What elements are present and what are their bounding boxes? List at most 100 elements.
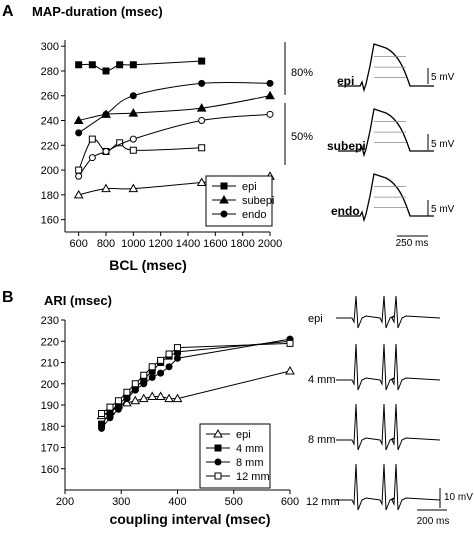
trace-a-label-epi: epi [337,74,354,88]
trace-b-4mm [336,343,441,391]
data-point-series-0 [102,67,110,75]
data-point-series-2 [148,373,156,381]
series-line-1 [101,340,291,425]
data-point-series-0 [164,393,174,403]
x-tick-label: 200 [56,496,74,508]
series-line-2 [101,338,291,429]
data-point-series-1 [128,108,139,117]
trace-b-amplitude-scale: 10 mV [444,492,473,503]
x-tick-label: 1600 [203,238,227,250]
x-tick-label: 300 [112,496,130,508]
y-tick-label: 260 [41,91,59,103]
data-point-series-2 [102,110,110,118]
x-tick-label: 800 [97,238,115,250]
trace-b-label-8mm: 8 mm [308,434,336,446]
trace-a-label-endo: endo [331,204,360,218]
data-point-series-0 [75,61,83,69]
y-tick-label: 240 [41,116,59,128]
series-line-2 [78,81,271,134]
data-point-series-3 [198,144,206,152]
data-point-series-0 [116,61,124,69]
y-tick-label: 220 [41,140,59,152]
trace-b-12mm [336,463,441,511]
data-point-series-3 [106,403,114,411]
data-point-series-1 [73,115,84,125]
data-point-series-5 [196,177,207,186]
data-point-series-0 [88,61,96,69]
traces-panel-b [336,295,447,511]
data-point-series-3 [131,380,139,388]
data-point-series-0 [130,395,141,405]
legend-marker [214,444,222,452]
panel-label-b: B [2,289,14,306]
legend-marker [214,458,222,466]
trace-a-scale-3: 5 mV [431,204,455,215]
legend-marker [220,182,228,190]
y-tick-label: 220 [41,336,59,348]
trace-b-label-12mm: 12 mm [306,496,340,508]
group-label-50: 50% [291,131,313,143]
series-line-0 [78,60,202,72]
trace-b-epi [336,295,441,329]
trace-b-label-epi: epi [308,313,323,325]
chart-a-xlabel: BCL (msec) [109,257,187,273]
x-tick-label: 600 [69,238,87,250]
data-point-series-2 [129,92,137,100]
trace-b-time-scale: 200 ms [417,516,450,527]
trace-endo [338,173,434,223]
data-point-series-4 [266,110,274,118]
trace-epi [338,43,434,93]
x-tick-label: 1800 [230,238,254,250]
chart-b-xlabel: coupling interval (msec) [109,511,270,527]
trace-a-label-subepi: subepi [327,139,366,153]
data-point-series-3 [98,410,106,417]
data-point-series-2 [140,380,148,388]
data-point-series-0 [122,397,132,407]
data-point-series-3 [157,356,165,364]
y-tick-label: 160 [41,464,59,476]
legend-label: 8 mm [236,457,264,469]
data-point-series-1 [196,103,207,112]
data-point-series-2 [114,405,122,413]
data-point-series-4 [129,135,137,143]
chart-a-title: MAP-duration (msec) [32,4,163,19]
traces-panel-a [338,43,434,237]
y-tick-label: 230 [41,315,59,327]
group-label-80: 80% [291,67,313,79]
trace-b-8mm [336,403,441,451]
legend-label: subepi [242,195,274,207]
data-point-series-5 [101,183,111,193]
y-tick-label: 300 [41,41,59,53]
data-point-series-4 [198,117,206,125]
legend-marker [214,472,222,480]
data-point-series-3 [165,350,173,358]
chart-b-title: ARI (msec) [44,293,112,308]
y-tick-label: 180 [41,421,59,433]
data-point-series-0 [147,391,158,400]
trace-a-time-scale: 250 ms [396,238,429,249]
data-point-series-3 [75,166,83,174]
y-tick-label: 200 [41,379,59,391]
x-tick-label: 400 [168,496,186,508]
data-point-series-3 [123,388,131,396]
legend-box [205,175,273,227]
y-tick-label: 170 [41,443,59,455]
trace-a-scale-1: 5 mV [431,72,455,83]
data-point-series-3 [174,344,181,352]
y-tick-label: 210 [41,358,59,370]
data-point-series-0 [198,57,206,65]
data-point-series-3 [129,146,137,154]
panel-label-a: A [2,3,14,20]
legend-label: 4 mm [236,443,264,455]
x-tick-label: 1200 [148,238,172,250]
data-point-series-3 [88,135,96,143]
y-tick-label: 160 [41,215,59,227]
data-point-series-2 [75,129,83,137]
data-point-series-2 [266,79,274,87]
y-tick-label: 280 [41,66,59,78]
y-tick-label: 180 [41,190,59,202]
data-point-series-2 [106,414,114,422]
legend-marker [213,428,223,438]
x-tick-label: 2000 [258,238,282,250]
